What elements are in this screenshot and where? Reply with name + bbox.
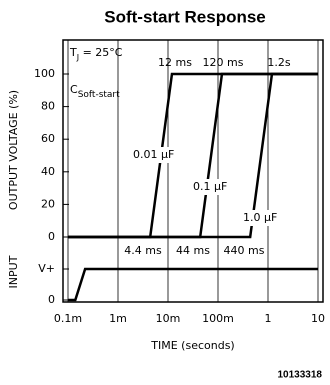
series-label: 1.0 µF (243, 211, 277, 224)
x-tick-label: 1m (109, 312, 127, 325)
capacitor-note: CSoft-start (70, 83, 120, 100)
x-tick-label: 100m (202, 312, 234, 325)
label-bg (191, 179, 239, 195)
y-axis-label: OUTPUT VOLTAGE (%) (7, 90, 20, 210)
label-bg (131, 147, 179, 163)
start-time-label: 440 ms (224, 244, 265, 257)
y-tick-label: 80 (41, 100, 55, 113)
output-line (68, 72, 318, 239)
input-line (68, 267, 318, 302)
start-time-label: 4.4 ms (124, 244, 162, 257)
label-bg (241, 210, 289, 226)
input-axis-label: INPUT (7, 255, 20, 288)
y-tick-label: 0 (48, 230, 55, 243)
series-label: 0.01 µF (133, 148, 174, 161)
plot-frame (62, 39, 324, 303)
end-time-label: 1.2s (267, 56, 290, 69)
x-tick-label: 1 (265, 312, 272, 325)
input-tick-label: V+ (38, 262, 55, 275)
x-tick-label: 0.1m (54, 312, 82, 325)
x-tick-label: 10 (311, 312, 325, 325)
y-tick-label: 40 (41, 165, 55, 178)
y-tick-label: 20 (41, 197, 55, 210)
x-tick-label: 10m (156, 312, 181, 325)
temperature-note: TJ = 25°C (69, 46, 123, 62)
figure-id: 10133318 (278, 370, 323, 381)
x-axis-label: TIME (seconds) (150, 339, 234, 352)
start-time-label: 44 ms (176, 244, 210, 257)
y-tick-label: 60 (41, 132, 55, 145)
end-time-label: 12 ms (158, 56, 192, 69)
end-time-label: 120 ms (203, 56, 244, 69)
chart-title: Soft-start Response (104, 7, 266, 26)
y-tick-label: 100 (34, 67, 55, 80)
input-tick-label: 0 (48, 293, 55, 306)
series-label: 0.1 µF (193, 180, 227, 193)
